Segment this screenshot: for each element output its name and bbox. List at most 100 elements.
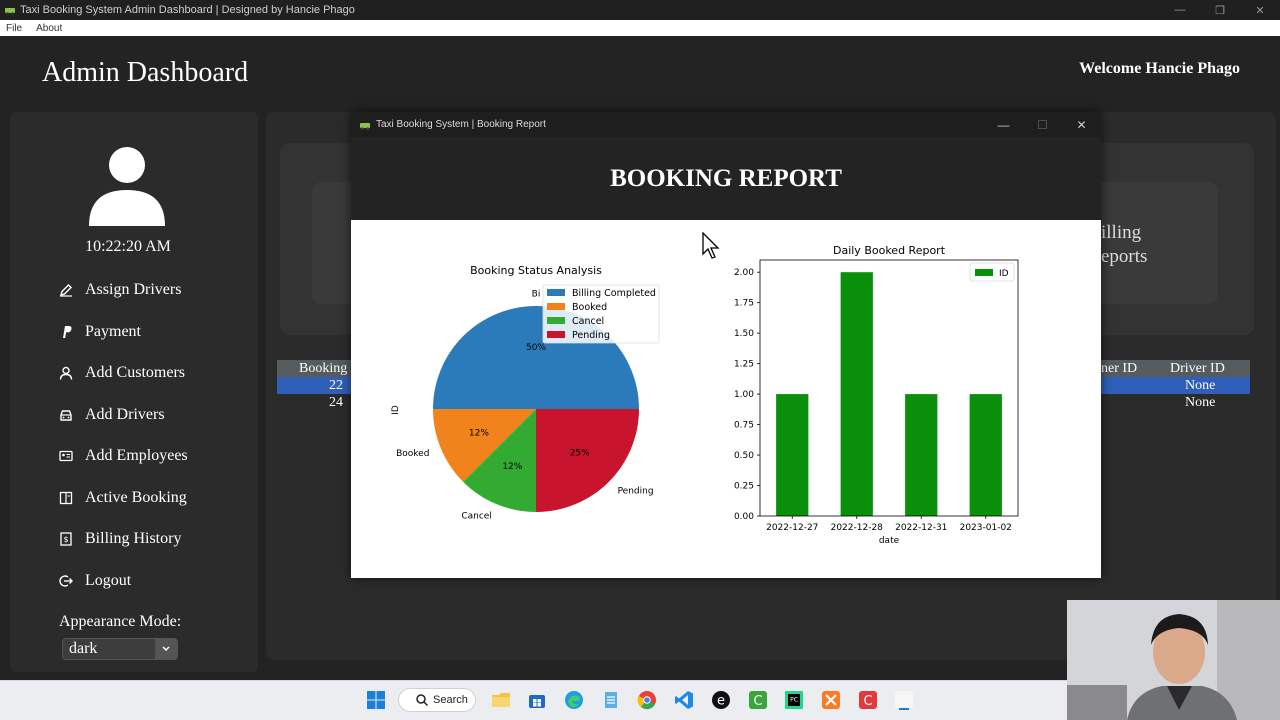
notepad-icon[interactable] xyxy=(601,690,621,710)
svg-text:$: $ xyxy=(63,535,68,544)
menu-file[interactable]: File xyxy=(6,22,23,34)
appearance-mode-select[interactable]: dark xyxy=(62,638,178,660)
edge-browser-icon[interactable] xyxy=(564,690,584,710)
pie-slice-cancel xyxy=(463,409,536,512)
pycharm-icon[interactable]: PC xyxy=(784,690,804,710)
y-tick-label: 0.25 xyxy=(734,482,754,492)
y-tick-label: 1.75 xyxy=(734,299,754,309)
x-tick-label: 2022-12-27 xyxy=(766,523,818,533)
y-tick-label: 0.75 xyxy=(734,421,754,431)
restore-button[interactable]: ❐ xyxy=(1215,4,1225,17)
y-tick-label: 0.00 xyxy=(734,512,754,522)
sidebar-item-label: Assign Drivers xyxy=(85,281,182,298)
pie-pct-label: 12% xyxy=(502,462,522,472)
sidebar-item-add-employees[interactable]: Add Employees xyxy=(59,447,188,465)
pie-slice-label: Bi xyxy=(532,290,541,300)
camtasia-icon[interactable]: C xyxy=(748,690,768,710)
pie-legend xyxy=(542,284,660,344)
sidebar-item-billing-history[interactable]: $ Billing History xyxy=(59,530,181,548)
table-header-booking[interactable]: Booking xyxy=(299,361,348,376)
report-banner xyxy=(351,137,1101,220)
sidebar-item-label: Payment xyxy=(85,323,141,340)
minimize-button[interactable]: — xyxy=(1174,4,1186,16)
report-close-button[interactable]: ✕ xyxy=(1076,117,1087,132)
xampp-icon[interactable] xyxy=(821,690,841,710)
legend-swatch xyxy=(975,269,993,276)
sidebar-item-assign-drivers[interactable]: Assign Drivers xyxy=(59,281,181,299)
search-icon xyxy=(416,694,429,707)
sidebar-item-add-drivers[interactable]: Add Drivers xyxy=(59,406,165,424)
pie-pct-label: 25% xyxy=(570,449,590,459)
taxi-app-icon xyxy=(5,8,15,15)
menu-about[interactable]: About xyxy=(36,22,63,34)
bar-2022-12-28 xyxy=(840,272,873,516)
pie-title: Booking Status Analysis xyxy=(470,264,602,277)
sidebar-item-payment[interactable]: Payment xyxy=(59,323,141,341)
car-icon xyxy=(59,408,73,422)
taskbar-search-label: Search xyxy=(433,694,468,706)
user-avatar-icon xyxy=(89,147,165,226)
mouse-cursor-icon xyxy=(702,232,720,259)
legend-entry: Booked xyxy=(572,302,607,313)
chevron-down-icon[interactable] xyxy=(155,639,177,659)
legend-swatch xyxy=(547,303,565,310)
booking-status-pie-chart: Booking Status Analysis ID 50% Bi 12% Booke… xyxy=(391,264,660,522)
camtasia-recorder-icon[interactable]: C xyxy=(858,690,878,710)
app-header xyxy=(0,36,1280,104)
pie-ylabel: ID xyxy=(391,405,401,415)
sidebar-item-add-customers[interactable]: Add Customers xyxy=(59,364,185,382)
sidebar-item-active-booking[interactable]: Active Booking xyxy=(59,489,187,507)
microsoft-store-icon[interactable] xyxy=(527,690,547,710)
close-button[interactable]: ✕ xyxy=(1255,4,1265,17)
taxi-app-icon xyxy=(360,122,370,130)
report-window-title: Taxi Booking System | Booking Report xyxy=(376,119,546,130)
file-explorer-icon[interactable] xyxy=(491,690,511,710)
card-left[interactable] xyxy=(312,182,352,304)
legend-entry: Billing Completed xyxy=(572,288,656,299)
clock: 10:22:20 AM xyxy=(85,238,171,255)
presenter-video-image xyxy=(1067,600,1280,720)
legend-entry: Cancel xyxy=(572,316,604,327)
svg-text:C: C xyxy=(863,694,872,709)
table-header-partner-id[interactable]: ner ID xyxy=(1101,361,1138,376)
bar-2023-01-02 xyxy=(969,394,1002,516)
x-tick-label: 2023-01-02 xyxy=(960,523,1012,533)
bar-xlabel: date xyxy=(879,536,900,546)
card-billing-reports[interactable] xyxy=(1101,182,1218,304)
sidebar-item-logout[interactable]: Logout xyxy=(59,572,131,590)
legend-entry: Pending xyxy=(572,330,610,341)
pie-slice-label: Pending xyxy=(618,487,654,497)
x-tick-label: 2022-12-31 xyxy=(895,523,947,533)
report-maximize-button[interactable]: ☐ xyxy=(1037,117,1048,132)
pie-pct-label: 12% xyxy=(469,429,489,439)
active-window-icon[interactable] xyxy=(894,690,914,710)
bar-title: Daily Booked Report xyxy=(833,244,946,257)
svg-text:e: e xyxy=(717,694,725,709)
y-tick-label: 1.50 xyxy=(734,329,754,339)
page-title: Admin Dashboard xyxy=(42,57,249,88)
edge-alt-icon[interactable]: e xyxy=(711,690,731,710)
sidebar-item-label: Logout xyxy=(85,572,132,589)
windows-start-icon[interactable] xyxy=(366,690,386,710)
legend-swatch xyxy=(547,331,565,338)
appearance-mode-label: Appearance Mode: xyxy=(59,613,182,630)
x-tick-label: 2022-12-28 xyxy=(831,523,884,533)
bar-plot-frame xyxy=(759,259,1019,517)
sidebar-item-label: Add Drivers xyxy=(85,406,165,423)
chrome-icon[interactable] xyxy=(637,690,657,710)
table-cell: 22 xyxy=(329,378,343,393)
pencil-icon xyxy=(59,283,73,297)
svg-text:C: C xyxy=(753,694,762,709)
card-billing-reports-label: illing eports xyxy=(1101,222,1148,267)
vscode-icon[interactable] xyxy=(674,690,694,710)
table-header-driver-id[interactable]: Driver ID xyxy=(1170,361,1225,376)
receipt-icon: $ xyxy=(59,532,73,546)
y-tick-label: 2.00 xyxy=(734,268,754,278)
main-titlebar: Taxi Booking System Admin Dashboard | De… xyxy=(0,0,1280,20)
y-tick-label: 0.50 xyxy=(734,451,754,461)
legend-swatch xyxy=(547,289,565,296)
report-minimize-button[interactable]: — xyxy=(997,117,1010,132)
taskbar-search[interactable]: Search xyxy=(398,688,476,712)
appearance-mode-value: dark xyxy=(69,640,98,657)
pie-slice-label: Booked xyxy=(396,449,429,459)
